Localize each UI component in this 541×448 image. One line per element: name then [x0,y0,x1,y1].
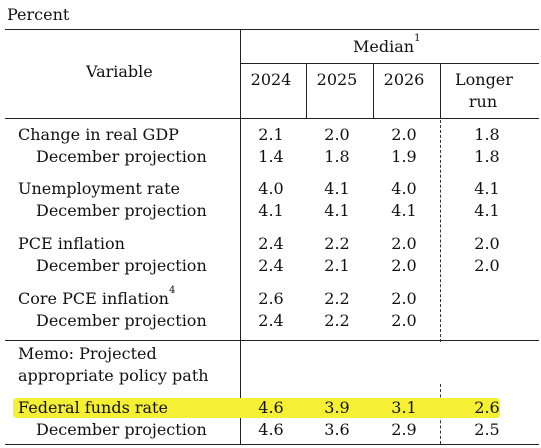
memo-line-2: appropriate policy path [18,366,209,385]
cell-pce-2026: 2.0 [391,234,417,253]
cell-core-dec-2024: 2.4 [258,311,284,330]
row-label-core-pce: Core PCE inflation4 [18,284,176,308]
memo-top-rule [5,340,539,341]
median-underline [240,63,539,64]
cell-core-dec-2025: 2.2 [324,311,350,330]
cell-gdp-2026: 2.0 [391,125,417,144]
median-header: Median1 [353,32,421,56]
row-label-gdp: Change in real GDP [18,125,179,144]
cell-unemp-dec-2026: 4.1 [391,201,417,220]
cell-gdp-2025: 2.0 [324,125,350,144]
cell-gdp-2024: 2.1 [258,125,284,144]
cell-unemp-dec-2024: 4.1 [258,201,284,220]
row-label-unemployment: Unemployment rate [18,179,181,198]
row-label-pce-dec: December projection [36,256,207,275]
cell-fed-dec-2025: 3.6 [324,420,350,439]
row-label-gdp-dec: December projection [36,147,207,166]
cell-pce-2024: 2.4 [258,234,284,253]
cell-pce-dec-longer: 2.0 [474,256,500,275]
federal-funds-highlight [13,398,500,418]
cell-gdp-dec-2024: 1.4 [258,147,284,166]
col-header-run: run [468,92,498,111]
cell-core-2025: 2.2 [324,289,350,308]
cell-gdp-longer: 1.8 [474,125,500,144]
header-bottom-rule [5,118,539,119]
cell-core-2024: 2.6 [258,289,284,308]
cell-pce-dec-2025: 2.1 [324,256,350,275]
header-col-rule-1 [306,63,307,118]
cell-pce-longer: 2.0 [474,234,500,253]
longer-run-dashed-rule-upper [440,120,441,342]
cell-core-2026: 2.0 [391,289,417,308]
variable-header: Variable [86,62,153,81]
cell-gdp-dec-2025: 1.8 [324,147,350,166]
cell-fed-longer: 2.6 [474,398,500,417]
col-header-2024: 2024 [250,70,292,89]
cell-unemp-longer: 4.1 [474,179,500,198]
cell-pce-2025: 2.2 [324,234,350,253]
cell-fed-dec-longer: 2.5 [474,420,500,439]
cell-unemp-2024: 4.0 [258,179,284,198]
cell-fed-2025: 3.9 [324,398,350,417]
cell-unemp-2026: 4.0 [391,179,417,198]
cell-core-dec-2026: 2.0 [391,311,417,330]
cell-unemp-dec-2025: 4.1 [324,201,350,220]
cell-fed-dec-2026: 2.9 [391,420,417,439]
cell-pce-dec-2024: 2.4 [258,256,284,275]
row-label-pce: PCE inflation [18,234,125,253]
memo-line-1: Memo: Projected [18,344,157,363]
col-header-2025: 2025 [316,70,358,89]
cell-unemp-dec-longer: 4.1 [474,201,500,220]
col-header-longer: Longer [455,70,513,89]
row-label-core-dec: December projection [36,311,207,330]
row-label-unemp-dec: December projection [36,201,207,220]
cell-gdp-dec-longer: 1.8 [474,147,500,166]
cell-pce-dec-2026: 2.0 [391,256,417,275]
cell-unemp-2025: 4.1 [324,179,350,198]
cell-fed-dec-2024: 4.6 [258,420,284,439]
cell-fed-2026: 3.1 [391,398,417,417]
cell-gdp-dec-2026: 1.9 [391,147,417,166]
row-label-fed-funds: Federal funds rate [18,398,168,417]
median-footnote: 1 [414,32,421,44]
header-col-rule-3 [440,63,441,118]
table-top-rule [5,29,539,30]
table-bottom-rule [5,444,539,445]
col-header-2026: 2026 [383,70,425,89]
unit-label: Percent [7,5,70,24]
variable-column-rule [240,29,241,445]
header-col-rule-2 [373,63,374,118]
core-pce-footnote: 4 [168,284,176,296]
row-label-fed-dec: December projection [36,420,207,439]
cell-fed-2024: 4.6 [258,398,284,417]
